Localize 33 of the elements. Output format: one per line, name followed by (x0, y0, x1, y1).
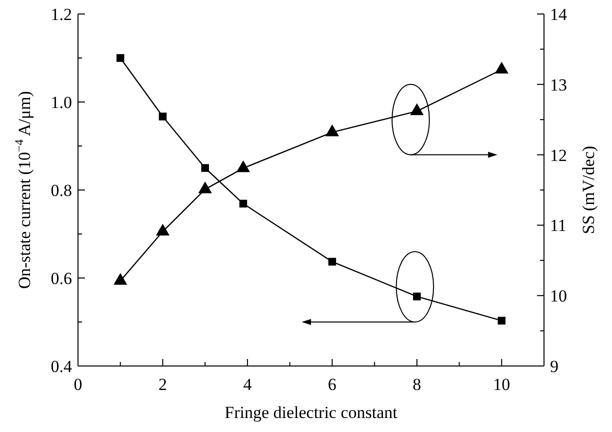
point (328, 258, 336, 266)
y2-tick-label: 10 (550, 286, 567, 306)
point (158, 112, 167, 120)
point (156, 224, 170, 236)
y2-tick-label: 12 (550, 146, 567, 165)
y2-tick-label: 14 (550, 4, 568, 24)
y-tick-label: 1.0 (50, 92, 72, 112)
y-tick-label: 1.2 (50, 4, 72, 24)
point (236, 160, 250, 172)
point (116, 54, 124, 62)
y2-tick-label: 9 (550, 356, 558, 376)
y2-tick-label: 13 (550, 75, 567, 94)
y-tick-label: 0.6 (50, 268, 72, 288)
point (114, 272, 128, 285)
x-axis-title: Fringe dielectric constant (224, 403, 398, 422)
x-tick-label: 0 (74, 375, 82, 394)
point (239, 200, 248, 208)
y2-axis-title: SS (mV/dec) (579, 146, 598, 234)
x-tick-label: 4 (243, 375, 252, 394)
x-tick-label: 6 (328, 375, 336, 394)
y-tick-label: 0.8 (50, 180, 72, 200)
x-tick-label: 10 (493, 375, 510, 394)
point (413, 292, 421, 300)
point (410, 103, 424, 116)
point (325, 124, 339, 136)
y2-tick-label: 11 (550, 216, 566, 236)
point (201, 164, 209, 172)
point (494, 62, 508, 74)
x-tick-label: 2 (158, 375, 167, 394)
point (498, 316, 506, 325)
y-tick-label: 0.4 (50, 356, 72, 376)
x-tick-label: 8 (412, 375, 422, 394)
point (198, 181, 212, 194)
